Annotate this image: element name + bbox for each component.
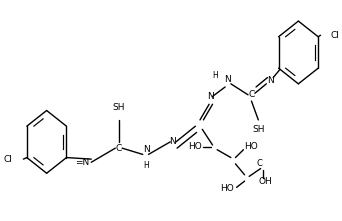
Text: N: N: [267, 76, 274, 85]
Text: N: N: [169, 137, 176, 146]
Text: HO: HO: [188, 142, 202, 151]
Text: N: N: [207, 92, 214, 101]
Text: SH: SH: [113, 103, 125, 112]
Text: H: H: [212, 71, 218, 80]
Text: HO: HO: [221, 185, 234, 193]
Text: SH: SH: [252, 125, 265, 134]
Text: Cl: Cl: [331, 31, 340, 40]
Text: H: H: [143, 161, 149, 170]
Text: C: C: [116, 144, 122, 153]
Text: N: N: [224, 75, 231, 84]
Text: OH: OH: [258, 177, 272, 186]
Text: C: C: [248, 90, 254, 99]
Text: Cl: Cl: [3, 155, 12, 164]
Text: HO: HO: [245, 142, 258, 151]
Text: N: N: [143, 145, 149, 154]
Text: C: C: [256, 159, 262, 168]
Text: =N: =N: [75, 158, 89, 167]
